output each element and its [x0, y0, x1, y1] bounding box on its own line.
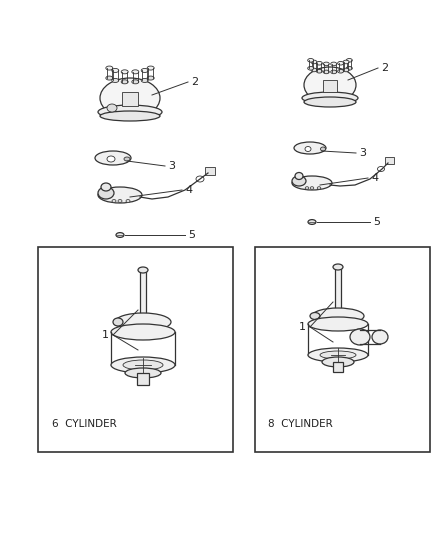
Bar	[205, 167, 215, 175]
Ellipse shape	[100, 78, 160, 118]
Text: 2: 2	[381, 63, 388, 73]
Text: 8  CYLINDER: 8 CYLINDER	[268, 419, 333, 429]
Ellipse shape	[331, 70, 337, 74]
Ellipse shape	[292, 176, 332, 190]
Ellipse shape	[118, 199, 122, 203]
Ellipse shape	[308, 317, 368, 331]
Ellipse shape	[322, 357, 354, 367]
Ellipse shape	[343, 68, 349, 72]
Ellipse shape	[111, 324, 175, 340]
Ellipse shape	[350, 329, 370, 345]
Ellipse shape	[316, 61, 322, 65]
Ellipse shape	[338, 69, 344, 73]
Ellipse shape	[321, 147, 325, 151]
Bar	[385, 157, 394, 164]
Ellipse shape	[310, 312, 320, 319]
Text: 2: 2	[191, 77, 198, 87]
Ellipse shape	[305, 187, 309, 189]
Ellipse shape	[323, 62, 329, 66]
Text: 3: 3	[168, 161, 175, 171]
Ellipse shape	[132, 70, 139, 74]
Ellipse shape	[111, 357, 175, 373]
Ellipse shape	[100, 111, 160, 121]
Bar	[335, 267, 341, 317]
Ellipse shape	[307, 67, 314, 70]
Bar	[255, 247, 430, 452]
Ellipse shape	[106, 76, 113, 80]
Ellipse shape	[308, 348, 368, 362]
Ellipse shape	[113, 318, 123, 326]
Ellipse shape	[112, 78, 119, 83]
Ellipse shape	[124, 157, 130, 161]
Ellipse shape	[304, 67, 356, 103]
Ellipse shape	[292, 176, 306, 186]
Bar	[137, 373, 149, 385]
Ellipse shape	[115, 313, 171, 331]
Ellipse shape	[141, 68, 148, 72]
Text: 3: 3	[359, 148, 366, 158]
Ellipse shape	[311, 68, 317, 72]
Bar	[38, 247, 233, 452]
Ellipse shape	[121, 80, 128, 84]
Ellipse shape	[295, 173, 303, 180]
Ellipse shape	[107, 156, 115, 162]
Ellipse shape	[346, 59, 352, 62]
Ellipse shape	[317, 187, 321, 189]
Text: 5: 5	[373, 217, 380, 227]
Ellipse shape	[147, 76, 154, 80]
Text: 4: 4	[371, 173, 378, 183]
Text: 4: 4	[185, 185, 192, 195]
Ellipse shape	[294, 142, 326, 154]
Ellipse shape	[116, 232, 124, 237]
Ellipse shape	[320, 351, 356, 359]
Ellipse shape	[331, 62, 337, 66]
Ellipse shape	[310, 187, 314, 189]
Ellipse shape	[101, 183, 111, 191]
Text: 6  CYLINDER: 6 CYLINDER	[52, 419, 117, 429]
Ellipse shape	[304, 97, 356, 107]
Ellipse shape	[372, 330, 388, 344]
Ellipse shape	[343, 60, 349, 64]
PathPatch shape	[299, 145, 325, 152]
Ellipse shape	[98, 187, 114, 199]
Ellipse shape	[305, 147, 311, 151]
Bar	[333, 362, 343, 372]
Ellipse shape	[125, 368, 161, 378]
Ellipse shape	[112, 68, 119, 72]
Ellipse shape	[107, 104, 117, 112]
Ellipse shape	[308, 220, 316, 224]
Ellipse shape	[323, 70, 329, 74]
Ellipse shape	[141, 78, 148, 83]
Ellipse shape	[121, 70, 128, 74]
Ellipse shape	[123, 360, 163, 370]
Ellipse shape	[112, 199, 116, 203]
Ellipse shape	[132, 80, 139, 84]
PathPatch shape	[101, 155, 129, 162]
Text: 1: 1	[299, 322, 306, 332]
Ellipse shape	[311, 60, 317, 64]
Ellipse shape	[346, 67, 352, 70]
Ellipse shape	[307, 59, 314, 62]
Ellipse shape	[98, 187, 142, 203]
Ellipse shape	[316, 69, 322, 73]
Ellipse shape	[126, 199, 130, 203]
Text: 5: 5	[188, 230, 195, 240]
Text: 1: 1	[102, 330, 109, 340]
Bar	[323, 80, 337, 92]
Ellipse shape	[312, 308, 364, 324]
Ellipse shape	[95, 151, 131, 165]
Bar	[140, 270, 146, 325]
Ellipse shape	[98, 105, 162, 119]
Ellipse shape	[302, 92, 358, 104]
Ellipse shape	[333, 264, 343, 270]
Bar	[122, 92, 138, 106]
Ellipse shape	[338, 61, 344, 65]
Ellipse shape	[106, 66, 113, 70]
Ellipse shape	[138, 267, 148, 273]
Ellipse shape	[147, 66, 154, 70]
